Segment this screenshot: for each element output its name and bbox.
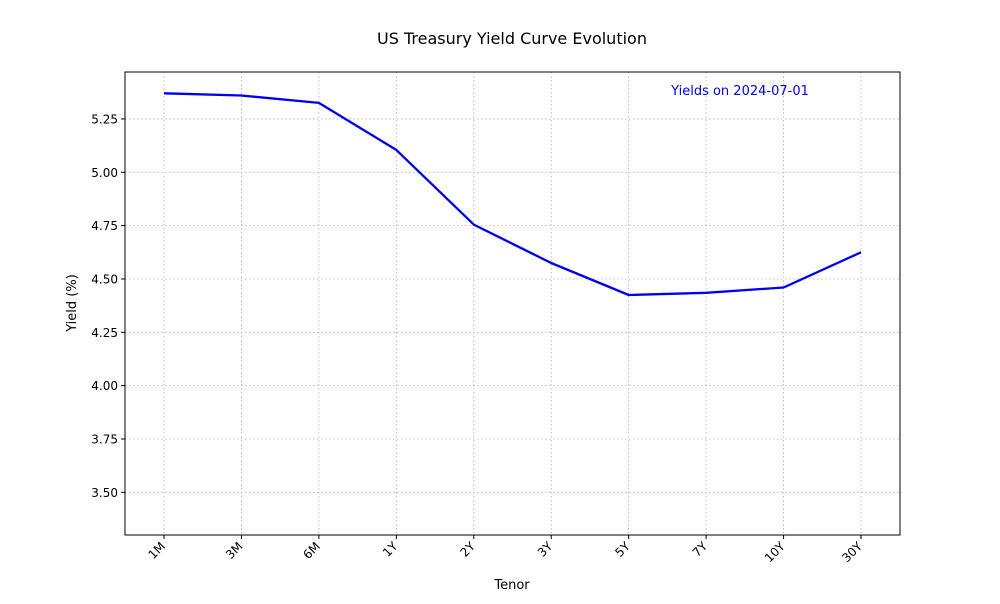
x-axis: 1M 3M 6M 1Y 2Y 3Y 5Y 7Y 10Y 30Y xyxy=(145,535,866,565)
y-tick-label: 3.50 xyxy=(91,486,118,500)
y-axis: 3.50 3.75 4.00 4.25 4.50 4.75 5.00 5.25 xyxy=(91,112,125,500)
grid-layer xyxy=(125,72,900,535)
x-tick-label: 3Y xyxy=(535,539,556,560)
date-annotation: Yields on 2024-07-01 xyxy=(670,84,809,99)
plot-frame xyxy=(124,71,901,536)
y-tick-label: 5.25 xyxy=(91,112,118,126)
y-tick-label: 5.00 xyxy=(91,166,118,180)
y-tick-label: 4.00 xyxy=(91,379,118,393)
x-tick-label: 3M xyxy=(223,539,246,562)
y-tick-label: 4.25 xyxy=(91,326,118,340)
x-tick-label: 1M xyxy=(145,539,168,562)
yield-line xyxy=(163,92,862,297)
y-tick-label: 4.75 xyxy=(91,219,118,233)
y-tick-label: 3.75 xyxy=(91,432,118,446)
x-tick-label: 7Y xyxy=(690,539,711,560)
chart-title: US Treasury Yield Curve Evolution xyxy=(377,29,647,48)
x-tick-label: 2Y xyxy=(457,539,478,560)
x-tick-label: 30Y xyxy=(839,539,865,565)
y-axis-label: Yield (%) xyxy=(65,274,80,333)
x-tick-label: 6M xyxy=(300,539,323,562)
x-axis-label: Tenor xyxy=(493,578,530,593)
x-tick-label: 1Y xyxy=(380,539,401,560)
x-tick-label: 10Y xyxy=(762,539,788,565)
x-tick-label: 5Y xyxy=(612,539,633,560)
series-layer xyxy=(163,92,862,297)
y-tick-label: 4.50 xyxy=(91,272,118,286)
